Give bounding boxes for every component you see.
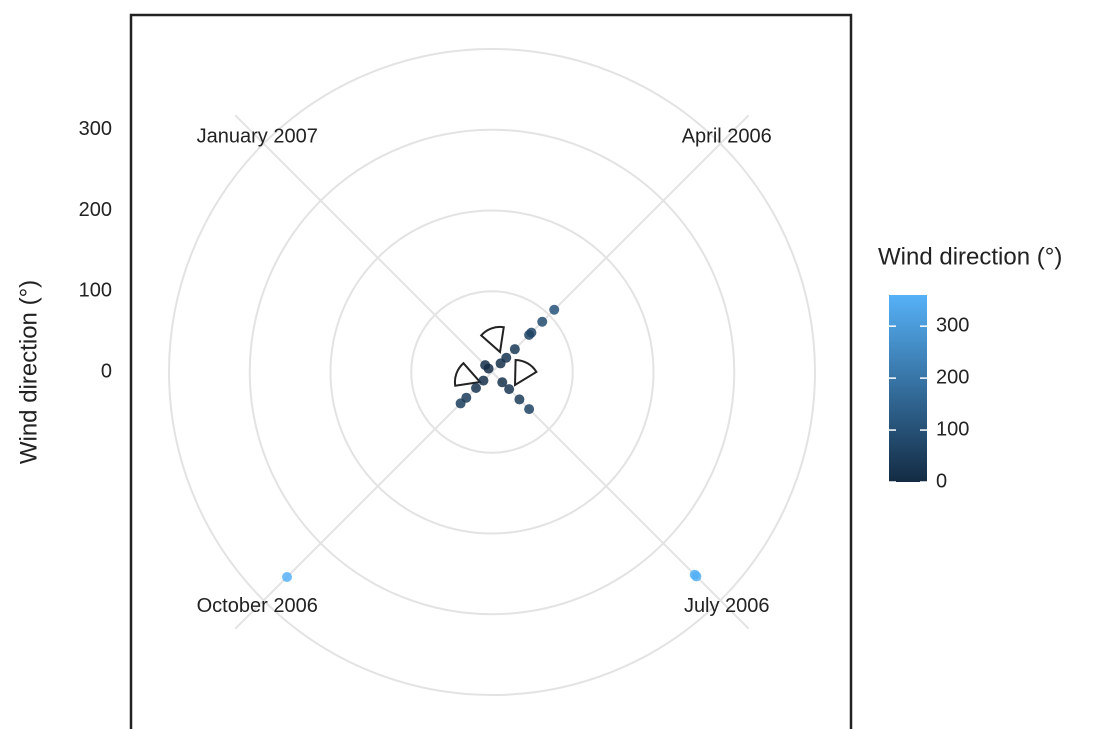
angular-label: April 2006	[682, 126, 772, 148]
point	[471, 382, 482, 393]
point	[497, 377, 508, 388]
point	[478, 375, 489, 386]
wind-glyph	[453, 361, 482, 387]
point	[504, 384, 515, 395]
y-tick-label: 100	[79, 280, 112, 302]
wind-glyph	[479, 325, 505, 354]
spoke	[234, 114, 493, 373]
y-tick-label: 300	[79, 118, 112, 140]
point	[524, 329, 535, 340]
grid-circle	[248, 128, 736, 616]
point	[483, 363, 494, 374]
legend-title: Wind direction (°)	[878, 243, 1062, 270]
point	[461, 392, 472, 403]
point	[524, 404, 535, 415]
outer-ring	[168, 48, 816, 696]
legend-tick-label: 200	[936, 366, 969, 388]
angular-label: October 2006	[197, 595, 318, 617]
spoke	[491, 371, 750, 630]
spoke	[234, 371, 493, 630]
point	[691, 571, 702, 582]
y-axis-title: Wind direction (°)	[15, 280, 42, 464]
legend-tick-label: 0	[936, 470, 947, 492]
panel-border	[129, 13, 853, 729]
y-tick-label: 200	[79, 199, 112, 221]
point	[537, 316, 548, 327]
y-tick-label: 0	[101, 360, 112, 382]
legend-tick-label: 300	[936, 314, 969, 336]
grid-circle	[329, 209, 655, 535]
point	[495, 358, 506, 369]
angular-label: January 2007	[197, 126, 318, 148]
colorbar	[889, 295, 927, 482]
point	[549, 304, 560, 315]
legend: 0 100 200 300	[889, 295, 969, 492]
point	[282, 571, 293, 582]
wind-glyph	[513, 358, 538, 387]
plot-area	[168, 48, 816, 696]
point	[509, 344, 520, 355]
grid-circle	[410, 290, 574, 454]
angular-label: July 2006	[684, 595, 770, 617]
legend-tick-label: 100	[936, 418, 969, 440]
point	[514, 394, 525, 405]
